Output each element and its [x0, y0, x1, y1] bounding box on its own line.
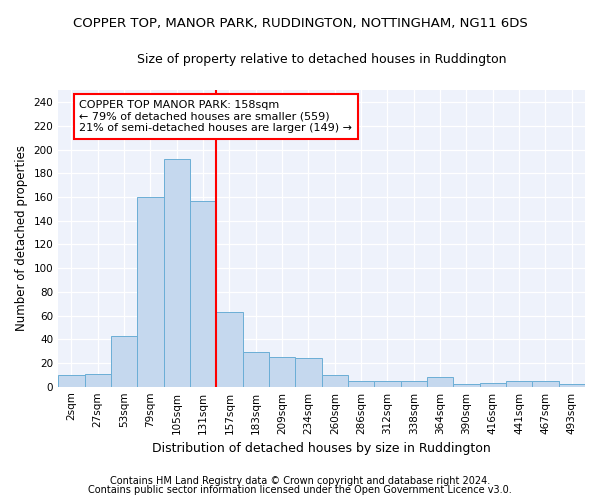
- Bar: [479, 383, 506, 386]
- Title: Size of property relative to detached houses in Ruddington: Size of property relative to detached ho…: [137, 52, 506, 66]
- Bar: [137, 197, 164, 386]
- Bar: [111, 336, 137, 386]
- Bar: [374, 381, 401, 386]
- Bar: [242, 352, 269, 386]
- X-axis label: Distribution of detached houses by size in Ruddington: Distribution of detached houses by size …: [152, 442, 491, 455]
- Bar: [269, 357, 295, 386]
- Text: COPPER TOP, MANOR PARK, RUDDINGTON, NOTTINGHAM, NG11 6DS: COPPER TOP, MANOR PARK, RUDDINGTON, NOTT…: [73, 18, 527, 30]
- Bar: [427, 377, 453, 386]
- Bar: [453, 384, 479, 386]
- Bar: [401, 381, 427, 386]
- Bar: [190, 200, 216, 386]
- Bar: [216, 312, 242, 386]
- Y-axis label: Number of detached properties: Number of detached properties: [15, 146, 28, 332]
- Bar: [295, 358, 322, 386]
- Bar: [506, 381, 532, 386]
- Bar: [348, 381, 374, 386]
- Text: Contains HM Land Registry data © Crown copyright and database right 2024.: Contains HM Land Registry data © Crown c…: [110, 476, 490, 486]
- Bar: [532, 381, 559, 386]
- Bar: [58, 375, 85, 386]
- Text: Contains public sector information licensed under the Open Government Licence v3: Contains public sector information licen…: [88, 485, 512, 495]
- Bar: [85, 374, 111, 386]
- Bar: [164, 159, 190, 386]
- Text: COPPER TOP MANOR PARK: 158sqm
← 79% of detached houses are smaller (559)
21% of : COPPER TOP MANOR PARK: 158sqm ← 79% of d…: [79, 100, 352, 133]
- Bar: [559, 384, 585, 386]
- Bar: [322, 375, 348, 386]
